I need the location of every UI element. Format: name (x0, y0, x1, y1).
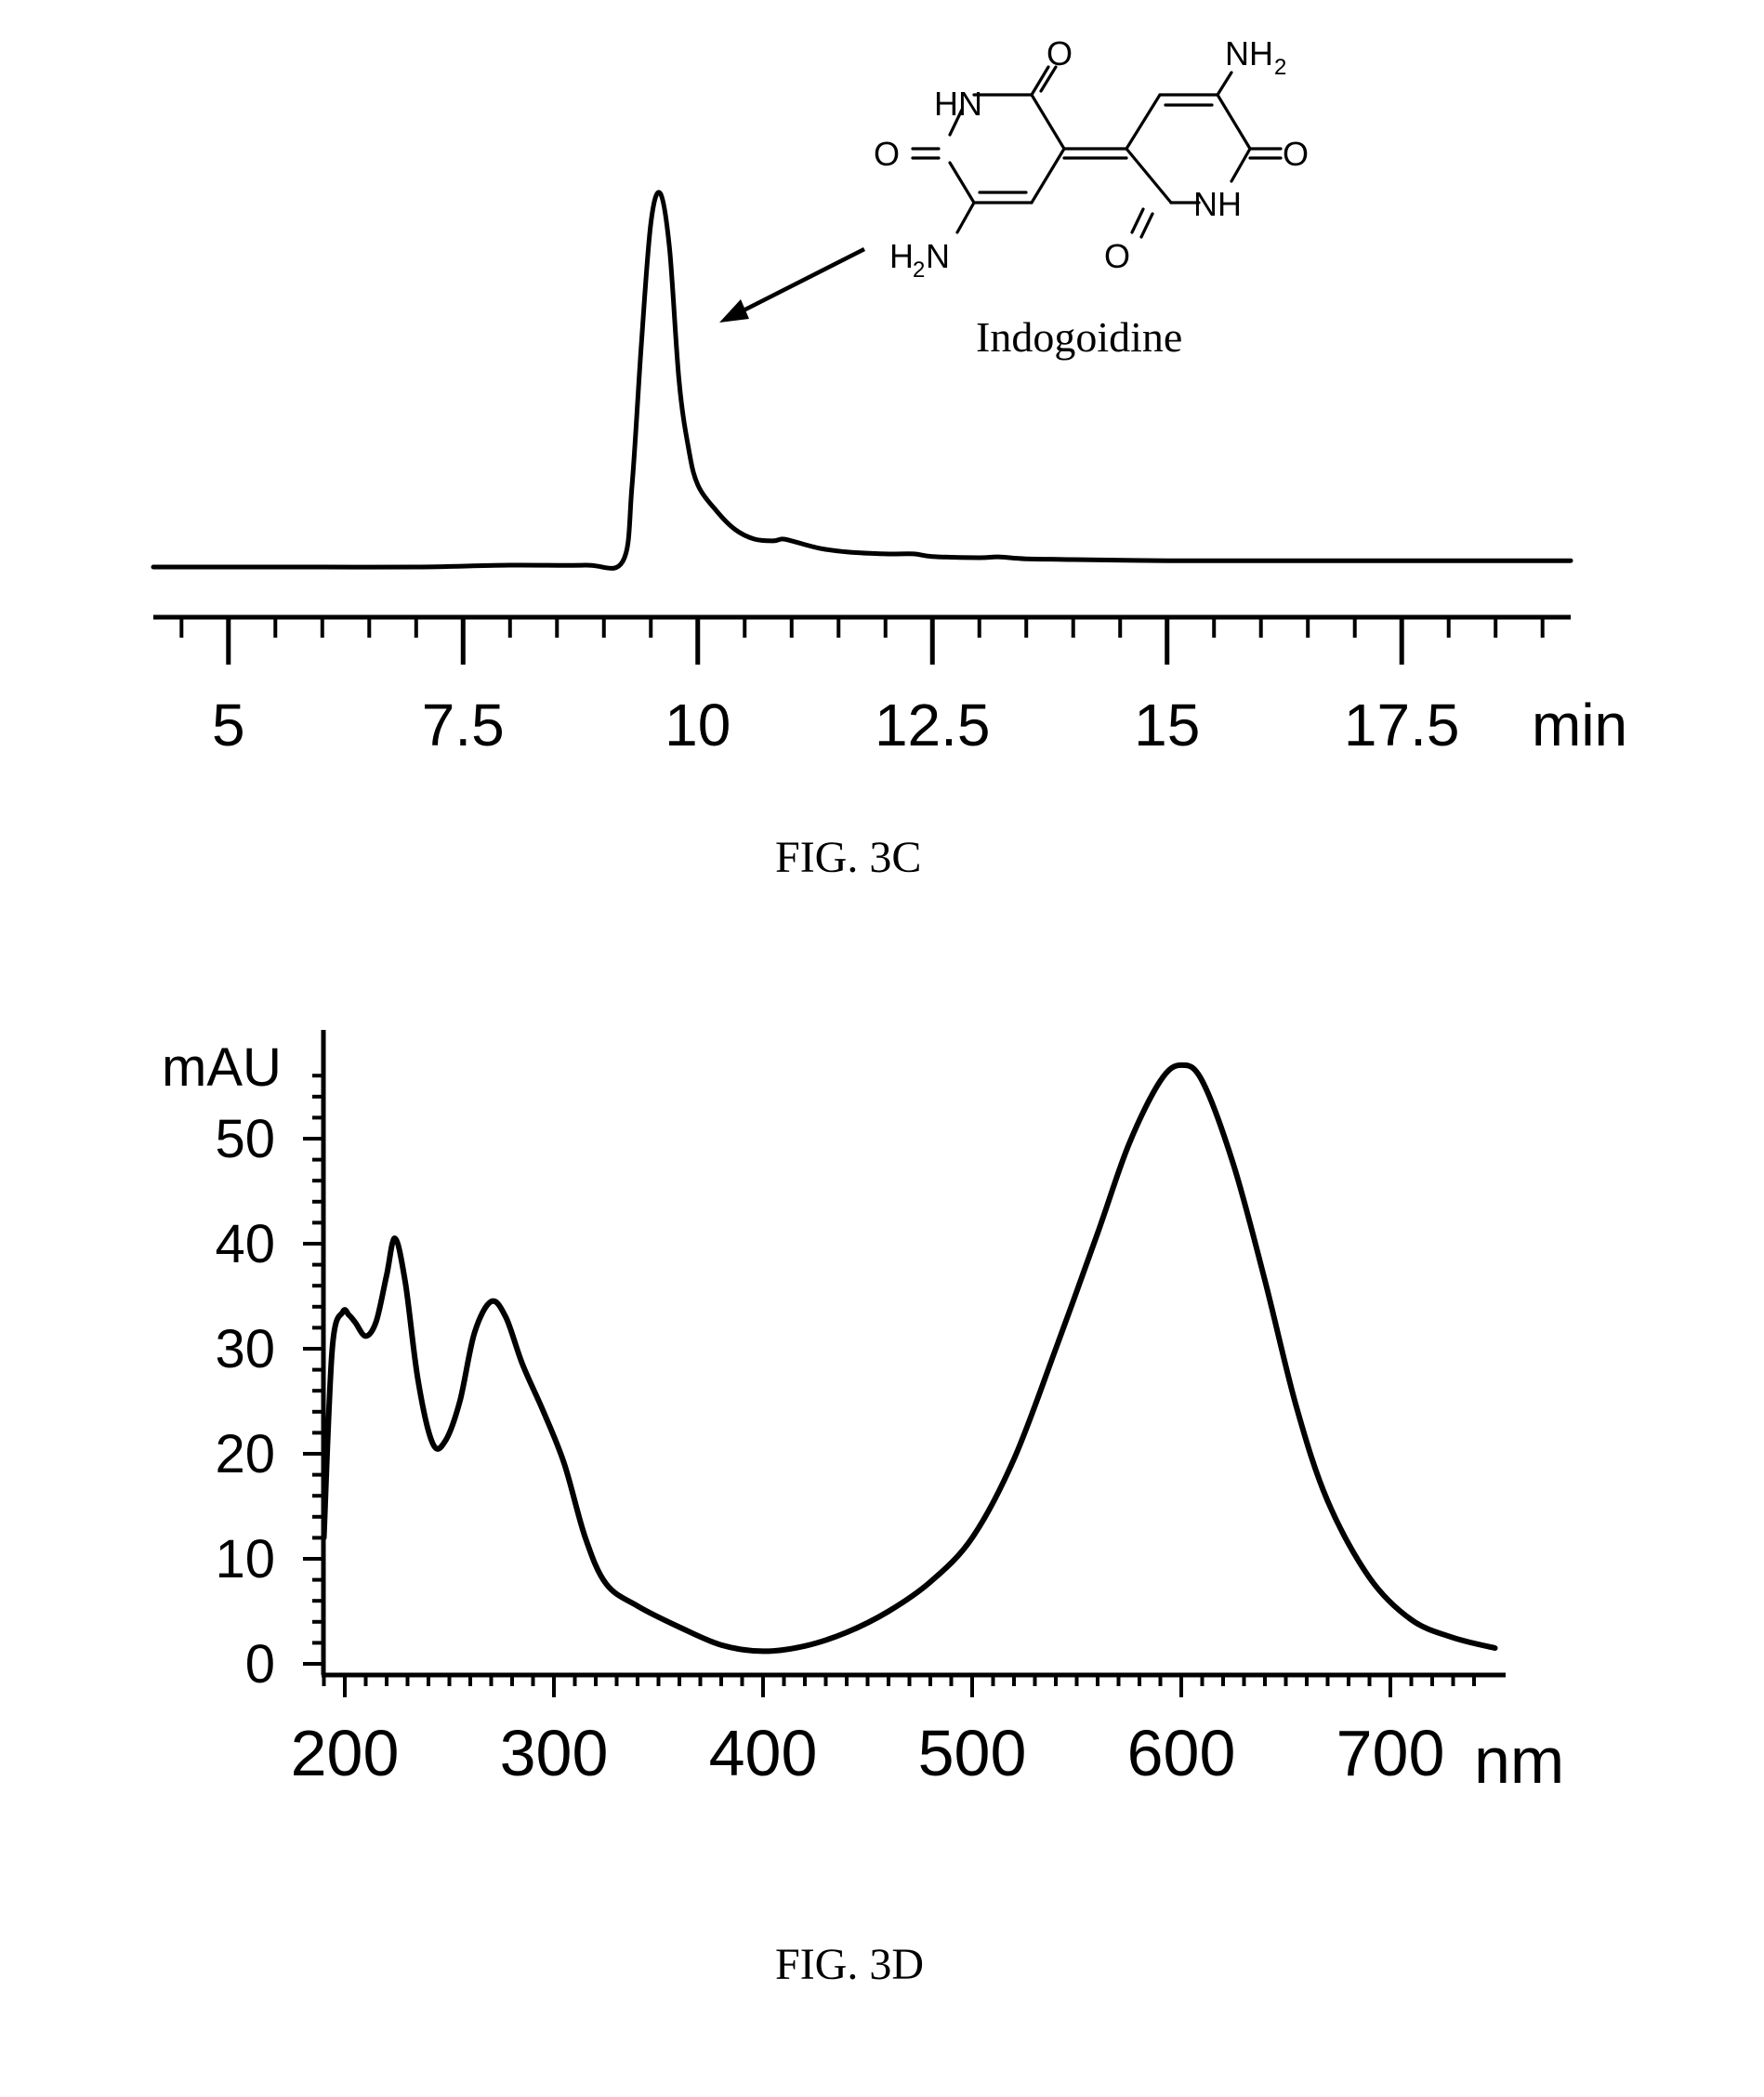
x-tick-label: 200 (291, 1717, 400, 1789)
x-tick-label: 12.5 (875, 692, 991, 758)
indogoidine-structure: HN O NH2 O H2N O NH O (874, 34, 1309, 283)
x-tick-label: 5 (212, 692, 245, 758)
svg-text:O: O (874, 135, 900, 173)
svg-text:O: O (1283, 135, 1309, 173)
chromatogram-x-unit: min (1532, 692, 1627, 758)
x-tick-label: 400 (709, 1717, 818, 1789)
y-tick-label: 10 (215, 1529, 275, 1589)
chromatogram-x-ticks (181, 617, 1542, 665)
chromatogram-x-tick-labels: 5 7.5 10 12.5 15 17.5 (212, 692, 1459, 758)
spectrum-y-tick-labels: 0 10 20 30 40 50 (215, 1109, 275, 1695)
y-tick-label: 0 (245, 1634, 275, 1695)
spectrum-y-unit: mAU (162, 1037, 282, 1098)
figure-3d-caption: FIG. 3D (775, 1940, 924, 1989)
svg-text:N: N (926, 237, 950, 275)
svg-text:O: O (1104, 237, 1130, 275)
y-tick-label: 50 (215, 1109, 275, 1169)
x-tick-label: 10 (665, 692, 731, 758)
y-tick-label: 20 (215, 1424, 275, 1484)
x-tick-label: 500 (918, 1717, 1027, 1789)
svg-text:HN: HN (934, 85, 982, 123)
x-tick-label: 600 (1127, 1717, 1236, 1789)
spectrum-chart: 0 10 20 30 40 50 200 300 400 500 600 700 mAU nm (162, 1030, 1564, 1797)
svg-text:2: 2 (1274, 55, 1286, 80)
indogoidine-label: Indogoidine (976, 313, 1182, 361)
svg-text:NH: NH (1225, 34, 1273, 73)
y-tick-label: 40 (215, 1214, 275, 1274)
x-tick-label: 700 (1336, 1717, 1445, 1789)
spectrum-trace (324, 1065, 1495, 1652)
svg-text:O: O (1047, 34, 1073, 73)
spectrum-x-unit: nm (1474, 1724, 1564, 1797)
annotation-arrow (719, 249, 864, 323)
x-tick-label: 17.5 (1344, 692, 1460, 758)
svg-text:2: 2 (913, 257, 925, 283)
x-tick-label: 300 (500, 1717, 609, 1789)
spectrum-x-tick-labels: 200 300 400 500 600 700 (291, 1717, 1445, 1789)
svg-text:NH: NH (1193, 185, 1242, 223)
figure-3c-caption: FIG. 3C (775, 833, 921, 882)
x-tick-label: 15 (1134, 692, 1200, 758)
x-tick-label: 7.5 (422, 692, 505, 758)
spectrum-x-ticks (324, 1675, 1475, 1697)
spectrum-y-ticks (303, 1075, 323, 1664)
y-tick-label: 30 (215, 1319, 275, 1379)
chromatogram-chart: 5 7.5 10 12.5 15 17.5 min (153, 34, 1627, 758)
svg-text:H: H (889, 237, 914, 275)
